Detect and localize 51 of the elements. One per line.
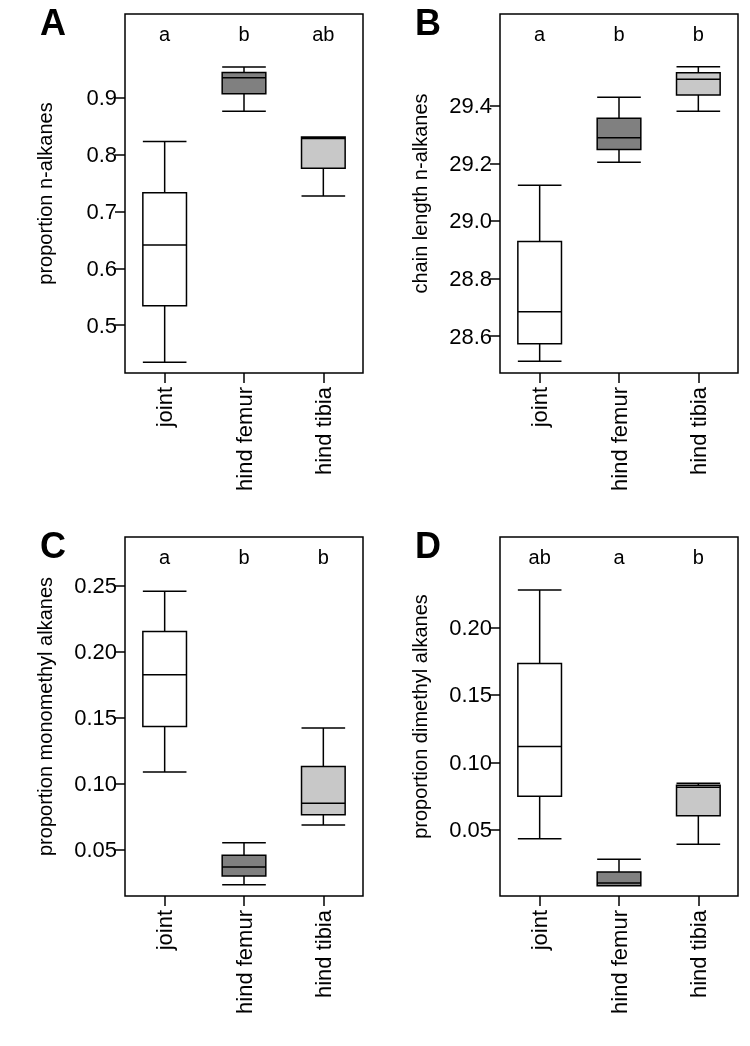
y-tick-label: 29.4 (449, 93, 492, 119)
y-tick-label: 0.15 (74, 705, 117, 731)
annotation: b (613, 23, 625, 45)
y-tick-label: 0.7 (86, 198, 117, 224)
x-tick-label: hind femur (231, 387, 257, 491)
chart-title: C (40, 524, 66, 566)
y-tick-label: 0.25 (74, 572, 117, 598)
x-tick-label: joint (527, 387, 553, 429)
x-tick-label: joint (152, 910, 178, 952)
y-tick-label: 29.0 (449, 208, 492, 234)
annotation: b (692, 546, 704, 568)
y-axis-title: proportion n-alkanes (34, 102, 56, 285)
annotation: a (159, 546, 172, 568)
y-tick-label: 0.8 (86, 142, 117, 168)
y-tick-label: 0.9 (86, 85, 117, 111)
y-tick-label: 0.05 (449, 817, 492, 843)
chart-title: D (415, 524, 441, 566)
y-tick-label: 29.2 (449, 150, 492, 176)
x-tick-label: joint (527, 910, 553, 952)
x-tick-label: hind tibia (310, 909, 336, 999)
annotation: a (613, 546, 626, 568)
y-tick-label: 0.15 (449, 682, 492, 708)
y-axis-title: proportion monomethyl alkanes (34, 576, 56, 857)
x-tick-label: hind tibia (685, 909, 711, 999)
annotation: b (238, 546, 250, 568)
annotation: a (159, 23, 172, 45)
y-tick-label: 0.05 (74, 837, 117, 863)
y-tick-label: 0.20 (449, 614, 492, 640)
y-tick-label: 0.6 (86, 255, 117, 281)
y-axis-title: proportion dimethyl alkanes (409, 594, 431, 839)
y-axis-title: chain length n-alkanes (409, 93, 431, 294)
x-tick-label: joint (152, 387, 178, 429)
y-tick-label: 0.10 (74, 771, 117, 797)
chart-title: B (415, 1, 441, 43)
x-tick-label: hind femur (606, 910, 632, 1014)
annotation: b (692, 23, 704, 45)
annotation: b (238, 23, 250, 45)
x-tick-label: hind tibia (310, 386, 336, 476)
annotation: a (534, 23, 547, 45)
x-tick-label: hind femur (231, 910, 257, 1014)
y-tick-label: 0.10 (449, 749, 492, 775)
x-tick-label: hind tibia (685, 386, 711, 476)
annotation: ab (528, 546, 551, 568)
y-tick-label: 0.20 (74, 639, 117, 665)
annotation: b (317, 546, 329, 568)
annotation: ab (312, 23, 335, 45)
y-tick-label: 28.6 (449, 323, 492, 349)
y-tick-label: 0.5 (86, 312, 117, 338)
y-tick-label: 28.8 (449, 266, 492, 292)
chart-title: A (40, 1, 66, 43)
x-tick-label: hind femur (606, 387, 632, 491)
